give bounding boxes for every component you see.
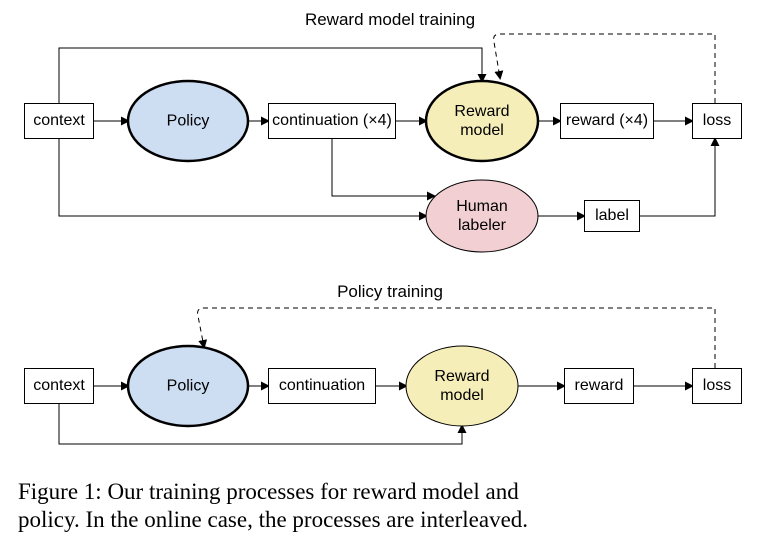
d1-node-context-label: context — [33, 112, 85, 130]
d2-node-continuation: continuation — [268, 368, 376, 404]
d1-node-context: context — [24, 103, 94, 139]
d1-edge-6 — [59, 48, 482, 103]
d2-node-context: context — [24, 368, 94, 404]
diagram2-title: Policy training — [337, 282, 443, 302]
d1-node-loss-label: loss — [703, 112, 731, 130]
d1-node-human-label: Human labeler — [456, 197, 508, 235]
svg-layer — [0, 0, 782, 540]
d1-node-loss: loss — [692, 103, 742, 139]
d1-edge-10 — [494, 34, 715, 103]
d2-node-context-label: context — [33, 377, 85, 395]
d2-node-loss: loss — [692, 368, 742, 404]
d1-node-reward: reward (×4) — [560, 103, 654, 139]
d2-node-reward-label: reward — [575, 377, 624, 395]
caption-line-2: policy. In the online case, the processe… — [18, 506, 528, 534]
d2-node-reward: reward — [564, 368, 634, 404]
d1-node-rewardmodel-label: Reward model — [454, 102, 509, 140]
diagram1-title: Reward model training — [305, 10, 475, 30]
d1-node-label: label — [584, 200, 640, 232]
caption-line-1: Figure 1: Our training processes for rew… — [18, 478, 528, 506]
d1-node-reward-label: reward (×4) — [566, 112, 648, 130]
d1-node-label-label: label — [595, 207, 629, 225]
d1-node-continuation-label: continuation (×4) — [272, 112, 392, 130]
d2-edge-5 — [59, 404, 462, 444]
d2-node-rewardmodel-label: Reward model — [434, 367, 489, 405]
d2-node-policy-label: Policy — [167, 376, 210, 395]
d1-node-continuation: continuation (×4) — [268, 103, 396, 139]
figure-caption: Figure 1: Our training processes for rew… — [18, 478, 528, 534]
d1-node-policy-label: Policy — [167, 111, 210, 130]
diagram-stage: Reward model training Policy training Fi… — [0, 0, 782, 540]
d2-node-loss-label: loss — [703, 377, 731, 395]
d1-edge-9 — [640, 139, 715, 216]
d1-edge-8 — [332, 139, 434, 196]
d2-node-continuation-label: continuation — [279, 377, 365, 395]
d1-edge-7 — [59, 139, 426, 216]
